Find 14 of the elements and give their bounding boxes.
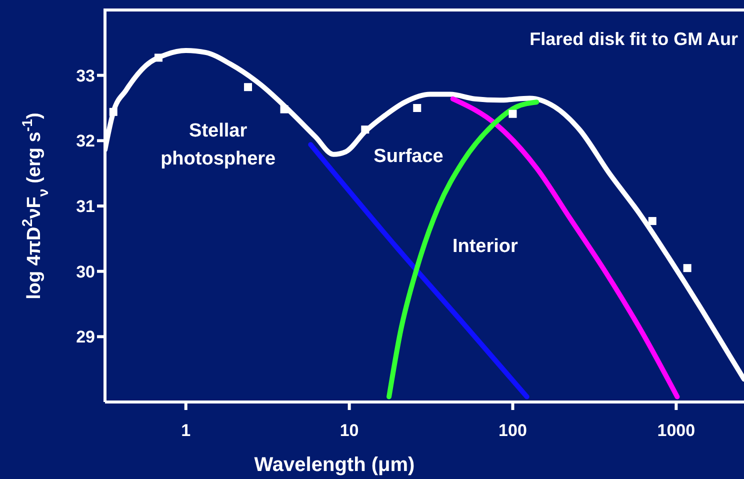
annotation: Interior (452, 236, 519, 258)
x-axis-title: Wavelength (μm) (254, 454, 415, 476)
x-tick-label: 10 (340, 421, 359, 440)
x-tick-label: 100 (498, 421, 527, 440)
x-tick-label: 1 (181, 421, 191, 440)
annotation: Stellar photosphere (160, 120, 276, 170)
x-tick-label: 1000 (657, 421, 696, 440)
text: Flared disk fit to GM Aur (530, 29, 738, 49)
y-tick-label: 32 (76, 132, 95, 151)
y-tick-label: 30 (76, 262, 95, 282)
y-tick-label: 31 (76, 197, 95, 216)
y-tick-label: 29 (76, 328, 95, 347)
y-tick-label: 33 (76, 66, 95, 86)
annotation: Surface (374, 146, 444, 168)
